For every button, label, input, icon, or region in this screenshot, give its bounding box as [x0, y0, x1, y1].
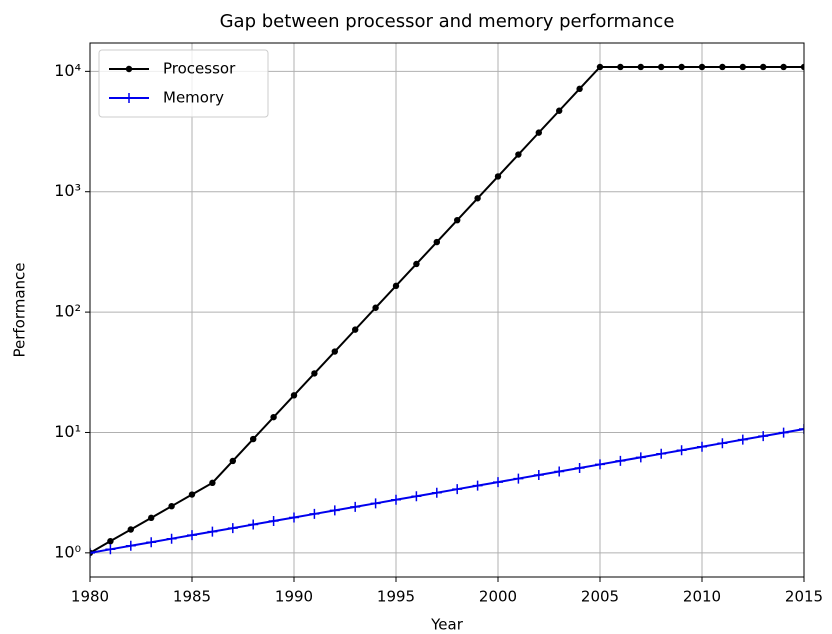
marker	[125, 65, 133, 73]
marker	[350, 501, 361, 512]
marker	[739, 63, 746, 71]
legend-label: Processor	[163, 60, 236, 78]
y-tick-label: 10⁴	[54, 61, 81, 80]
marker	[229, 457, 236, 465]
legend-box	[98, 49, 269, 118]
marker	[617, 63, 624, 71]
marker	[433, 238, 440, 246]
marker	[615, 455, 626, 466]
marker	[90, 547, 95, 558]
x-axis-label: Year	[430, 616, 464, 634]
marker	[719, 63, 726, 71]
marker	[148, 514, 155, 522]
marker	[431, 487, 442, 498]
marker	[474, 195, 481, 202]
marker	[494, 173, 502, 180]
marker	[372, 304, 379, 311]
marker	[270, 413, 277, 421]
chart-title: Gap between processor and memory perform…	[220, 11, 675, 32]
marker	[637, 63, 644, 71]
legend-label: Memory	[163, 89, 224, 107]
marker	[124, 93, 134, 103]
marker	[187, 530, 197, 541]
marker	[533, 470, 544, 481]
marker	[329, 505, 340, 516]
marker	[678, 63, 685, 71]
y-tick-label: 10¹	[54, 422, 81, 441]
marker	[780, 63, 787, 71]
marker	[411, 491, 422, 502]
marker	[391, 494, 401, 505]
marker	[658, 63, 665, 71]
marker	[250, 435, 257, 443]
marker	[168, 502, 175, 510]
marker	[207, 526, 218, 537]
marker	[248, 519, 259, 530]
x-tick-label: 2010	[683, 588, 721, 606]
marker	[595, 459, 605, 470]
marker	[515, 151, 522, 158]
marker	[596, 63, 604, 71]
marker	[472, 480, 483, 491]
marker	[227, 523, 238, 534]
marker	[166, 533, 177, 544]
marker	[556, 107, 563, 114]
x-tick-label: 2000	[479, 588, 517, 606]
marker	[309, 508, 320, 519]
marker	[454, 216, 461, 224]
marker	[799, 424, 804, 435]
marker	[107, 537, 114, 545]
marker	[311, 370, 318, 377]
marker	[352, 326, 359, 333]
marker	[800, 63, 804, 71]
marker	[413, 260, 420, 268]
marker	[758, 431, 769, 442]
marker	[760, 63, 767, 71]
y-tick-label: 10³	[54, 181, 81, 200]
marker	[290, 392, 298, 399]
marker	[778, 427, 789, 438]
marker	[452, 484, 463, 495]
marker	[188, 491, 196, 498]
x-tick-label: 2015	[785, 588, 823, 606]
marker	[268, 516, 279, 527]
marker	[513, 473, 524, 484]
marker	[127, 526, 134, 533]
marker	[574, 462, 585, 473]
y-tick-label: 10⁰	[54, 542, 81, 561]
marker	[717, 438, 728, 449]
marker	[146, 537, 157, 548]
marker	[370, 498, 381, 509]
x-tick-label: 1990	[275, 588, 313, 606]
marker	[554, 466, 565, 477]
marker	[737, 434, 748, 445]
x-tick-label: 1985	[173, 588, 211, 606]
marker	[698, 63, 706, 71]
series-line	[90, 65, 804, 554]
marker	[105, 544, 116, 555]
marker	[676, 445, 687, 456]
x-tick-label: 1980	[71, 588, 109, 606]
marker	[656, 448, 667, 459]
marker	[635, 452, 646, 463]
plot-frame	[89, 42, 805, 578]
marker	[535, 129, 542, 136]
series	[90, 63, 804, 557]
marker	[493, 477, 503, 488]
marker	[125, 540, 136, 551]
x-tick-label: 1995	[377, 588, 415, 606]
x-tick-label: 2005	[581, 588, 619, 606]
y-tick-label: 10²	[54, 302, 81, 321]
marker	[331, 348, 338, 355]
marker	[697, 441, 707, 452]
marker	[392, 282, 400, 290]
series	[90, 424, 804, 558]
marker	[209, 479, 216, 487]
marker	[576, 85, 583, 93]
marker	[289, 512, 299, 523]
y-axis-label: Performance	[11, 262, 29, 357]
